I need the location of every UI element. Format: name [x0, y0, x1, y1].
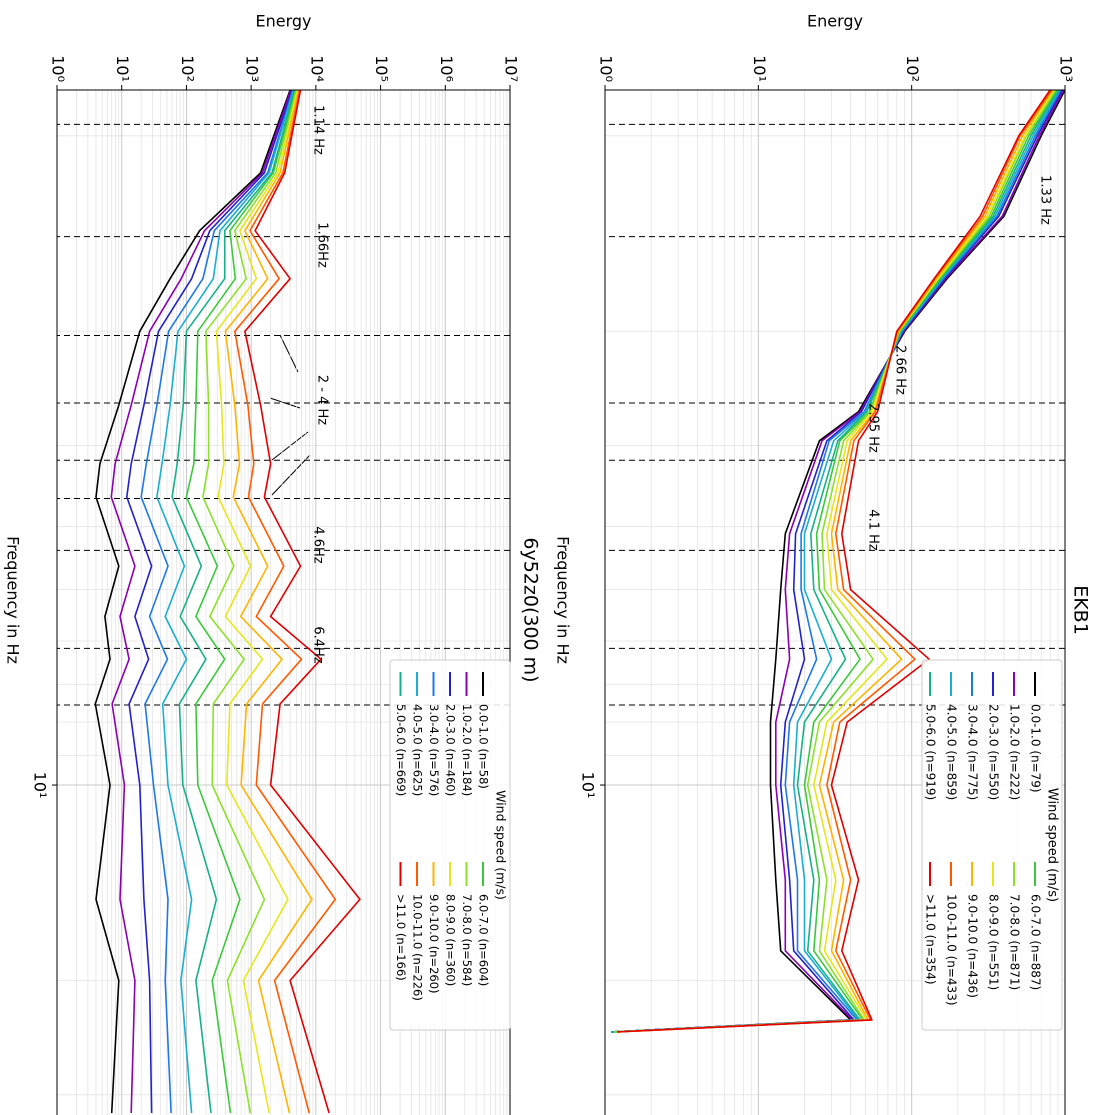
- legend-title: Wind speed (m/s): [1045, 788, 1060, 902]
- series-line: [125, 90, 293, 1114]
- y-tick-label: 10²: [178, 55, 197, 82]
- annotation: 4.1 Hz: [866, 509, 881, 551]
- y-tick-label: 10³: [1057, 55, 1076, 82]
- legend-label: 0.0-1.0 (n=79): [1029, 704, 1043, 793]
- series-line: [617, 90, 1054, 1033]
- legend-label: 10.0-11.0 (n=433): [945, 894, 959, 1006]
- x-tick-label: 10¹: [31, 772, 50, 799]
- legend-label: 4.0-5.0 (n=625): [411, 704, 425, 796]
- legend-label: 3.0-4.0 (n=775): [966, 704, 980, 800]
- series-line: [611, 90, 1061, 1033]
- legend-label: 7.0-8.0 (n=871): [1008, 894, 1022, 990]
- series-line: [614, 90, 1059, 1033]
- legend-label: 7.0-8.0 (n=584): [460, 894, 474, 986]
- plot-frame: [56, 89, 511, 1115]
- legend-label: 4.0-5.0 (n=859): [945, 704, 959, 800]
- y-tick-label: 10⁶: [437, 55, 456, 82]
- chart-title: 6y52z0(300 m): [520, 537, 542, 682]
- annotation: 2 - 4 Hz: [315, 375, 330, 425]
- panel: 10⁰ 10¹ 10² 10³ 10¹ 1.33 Hz 2.66 Hz 2.95 Hz 4.1 …: [554, 12, 1092, 1115]
- annotation: 2.66 Hz: [893, 345, 908, 395]
- annotation: 1.66Hz: [315, 222, 330, 268]
- legend: Wind speed (m/s)0.0-1.0 (n=79) 1.0-2.0 (n…: [921, 659, 1063, 1031]
- y-tick-label: 10⁷: [502, 55, 521, 82]
- x-axis-label: Frequency in Hz: [4, 536, 23, 664]
- legend-label: 1.0-2.0 (n=184): [460, 704, 474, 796]
- series-line: [140, 90, 294, 1114]
- y-tick-label: 10¹: [113, 55, 132, 82]
- plot-area: [57, 90, 510, 1114]
- series-line: [611, 90, 1065, 1033]
- series-line: [617, 90, 1055, 1033]
- legend-label: 9.0-10.0 (n=260): [427, 894, 441, 994]
- rotated-figure: 10⁰ 10¹ 10² 10³ 10¹ 1.33 Hz 2.66 Hz 2.95 Hz 4.1 …: [4, 12, 1092, 1115]
- legend-label: 2.0-3.0 (n=460): [444, 704, 458, 796]
- plot-frame: [604, 89, 1066, 1115]
- y-tick-label: 10²: [903, 55, 922, 82]
- legend-label: 6.0-7.0 (n=887): [1029, 894, 1043, 990]
- legend-box: [389, 659, 511, 1031]
- series-line: [244, 90, 361, 1114]
- series-line: [224, 90, 313, 1114]
- y-tick-label: 10⁰: [49, 55, 68, 82]
- series-line: [614, 90, 1057, 1033]
- legend-label: 2.0-3.0 (n=550): [987, 704, 1001, 800]
- annotation: 1.14 Hz: [311, 105, 326, 155]
- series-line: [611, 90, 1064, 1033]
- legend-title: Wind speed (m/s): [494, 790, 509, 900]
- legend: Wind speed (m/s)0.0-1.0 (n=58)1.0-2.0 (n…: [389, 659, 511, 1031]
- y-tick-label: 10⁴: [307, 55, 326, 82]
- x-axis-label: Frequency in Hz: [554, 536, 573, 664]
- series-line: [110, 90, 292, 1114]
- series-line: [233, 90, 337, 1114]
- legend-label: 3.0-4.0 (n=576): [427, 704, 441, 796]
- series-line: [611, 90, 1065, 1033]
- pointer-line: [271, 454, 311, 496]
- y-tick-label: 10⁰: [597, 55, 616, 82]
- y-tick-label: 10¹: [750, 55, 769, 82]
- legend-label: >11.0 (n=166): [394, 894, 408, 981]
- series-line: [611, 90, 1062, 1033]
- plot-area: [605, 90, 1065, 1033]
- legend-label: 5.0-6.0 (n=669): [394, 704, 408, 796]
- legend-label: 1.0-2.0 (n=222): [1008, 704, 1022, 800]
- legend-label: >11.0 (n=354): [924, 894, 938, 985]
- x-tick-label: 10¹: [579, 772, 598, 799]
- annotation: 6.4Hz: [311, 626, 326, 663]
- series-line: [617, 90, 1051, 1033]
- legend-label: 9.0-10.0 (n=436): [966, 894, 980, 998]
- series-line: [156, 90, 295, 1114]
- series-line: [215, 90, 299, 1114]
- panel: 10⁰ 10¹ 10² 10³ 10⁴ 10⁵ 10⁶ 10⁷ 10¹ 1.14 Hz 1.66Hz…: [4, 12, 542, 1115]
- series-line: [171, 90, 296, 1114]
- pointer-line: [279, 334, 299, 373]
- chart-title: EKB1: [1070, 585, 1092, 635]
- y-tick-label: 10⁵: [372, 55, 391, 82]
- y-axis-label: Energy: [255, 12, 311, 31]
- series-line: [185, 90, 297, 1114]
- series-line: [94, 90, 291, 1114]
- annotation: 1.33 Hz: [1038, 175, 1053, 225]
- legend-box: [921, 659, 1063, 1031]
- series-line: [617, 90, 1053, 1033]
- legend-label: 8.0-9.0 (n=551): [987, 894, 1001, 990]
- legend-label: 8.0-9.0 (n=360): [444, 894, 458, 986]
- y-axis-label: Energy: [807, 12, 863, 31]
- series-line: [614, 90, 1058, 1033]
- y-tick-label: 10³: [243, 55, 262, 82]
- legend-label: 6.0-7.0 (n=604): [477, 894, 491, 986]
- series-line: [202, 90, 298, 1114]
- annotation: 4.6Hz: [311, 526, 326, 563]
- annotation: 2.95 Hz: [866, 403, 881, 453]
- legend-label: 5.0-6.0 (n=919): [924, 704, 938, 800]
- legend-label: 0.0-1.0 (n=58): [477, 704, 491, 789]
- legend-label: 10.0-11.0 (n=226): [411, 894, 425, 1001]
